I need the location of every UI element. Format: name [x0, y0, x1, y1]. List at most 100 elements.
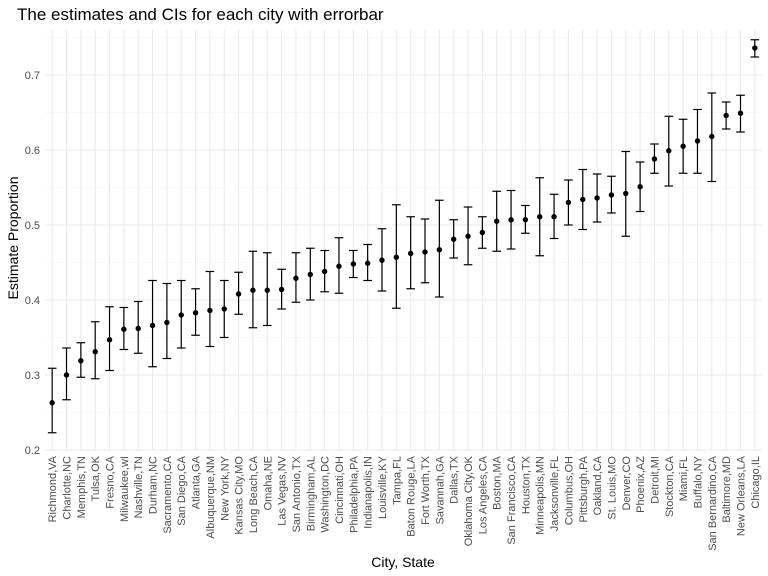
estimate-point: [580, 196, 586, 203]
x-tick-label: Long Beach,CA: [248, 455, 260, 533]
x-tick-label: Nashville,TN: [133, 456, 145, 518]
estimate-point: [135, 325, 141, 332]
x-tick-label: San Francisco,CA: [506, 455, 518, 544]
estimate-point: [221, 306, 227, 312]
estimate-point: [594, 195, 600, 201]
estimate-point: [522, 217, 529, 223]
chart-title: The estimates and CIs for each city with…: [17, 5, 384, 24]
estimate-point: [92, 349, 98, 355]
estimate-point: [49, 400, 55, 406]
x-tick-label: Atlanta,GA: [191, 455, 203, 509]
x-tick-label: Savannah,GA: [434, 455, 446, 524]
estimate-point: [723, 112, 729, 119]
estimate-point: [436, 247, 443, 253]
x-tick-label: New York,NY: [219, 455, 231, 520]
y-tick-label: 0.6: [25, 145, 40, 157]
y-axis-ticks: 0.2 0.3 0.4 0.5 0.6 0.7: [25, 70, 40, 457]
estimate-point: [364, 260, 371, 266]
x-tick-label: Oakland,CA: [592, 455, 604, 515]
estimate-point: [336, 263, 342, 269]
estimate-point: [565, 199, 572, 206]
x-tick-label: Albuquerque,NM: [205, 456, 217, 539]
x-axis-title: City, State: [371, 554, 435, 570]
estimate-point: [149, 322, 156, 329]
estimate-point: [278, 286, 285, 293]
estimate-point: [709, 133, 715, 140]
y-tick-label: 0.3: [25, 370, 40, 382]
x-tick-label: Los Angeles,CA: [477, 455, 489, 534]
estimate-point: [508, 217, 514, 223]
estimate-point: [178, 312, 184, 318]
x-tick-label: Fort Worth,TX: [420, 455, 432, 525]
x-tick-label: Tampa,FL: [391, 456, 403, 505]
x-tick-label: Philadelphia,PA: [348, 455, 360, 533]
estimate-point: [393, 254, 400, 260]
x-tick-label: Cincinnati,OH: [334, 456, 346, 524]
estimate-point: [164, 319, 170, 326]
estimate-point: [551, 214, 557, 220]
grid-lines: [45, 30, 762, 451]
x-axis-ticks: Richmond,VA Charlotte,NC Memphis,TN Tulsa,O…: [47, 455, 762, 550]
y-tick-label: 0.7: [25, 70, 40, 82]
estimate-point: [752, 45, 758, 51]
estimate-point: [407, 250, 414, 257]
x-tick-label: Louisville,KY: [377, 455, 389, 519]
estimate-point: [321, 268, 328, 275]
estimate-point: [422, 249, 428, 255]
estimate-point: [207, 307, 213, 314]
x-tick-label: Minneapolis,MN: [535, 456, 547, 535]
estimate-point: [465, 233, 471, 239]
x-tick-label: Stockton,CA: [664, 455, 676, 517]
x-tick-label: Indianapolis,IN: [363, 456, 375, 529]
x-tick-label: Kansas City,MO: [234, 456, 246, 535]
estimate-point: [350, 261, 357, 267]
estimate-point: [293, 275, 299, 281]
estimate-point: [680, 143, 686, 149]
x-tick-label: Fresno,CA: [105, 455, 117, 508]
y-tick-label: 0.4: [25, 295, 40, 307]
estimate-point: [623, 190, 629, 197]
x-tick-label: Miami,FL: [678, 456, 690, 501]
estimate-point: [479, 229, 486, 236]
x-tick-label: San Bernardino,CA: [707, 455, 719, 550]
estimate-point: [608, 192, 615, 198]
x-tick-label: Baltimore,MD: [721, 456, 733, 523]
x-tick-label: Omaha,NE: [262, 456, 274, 510]
estimate-point: [63, 372, 70, 378]
estimate-point: [106, 337, 113, 343]
x-tick-label: Washington,DC: [320, 456, 332, 533]
estimate-point: [637, 184, 643, 190]
estimate-point: [494, 218, 500, 224]
x-tick-label: Oklahoma City,OK: [463, 455, 475, 546]
estimate-point: [235, 291, 242, 297]
x-tick-label: Las Vegas,NV: [277, 455, 289, 525]
x-tick-label: Jacksonville,FL: [549, 456, 561, 531]
x-tick-label: New Orleans,LA: [735, 455, 747, 536]
y-tick-label: 0.2: [25, 445, 40, 457]
estimate-point: [250, 287, 256, 293]
x-tick-label: Durham,NC: [148, 456, 160, 514]
x-tick-label: St. Louis,MO: [606, 456, 618, 520]
estimate-point: [666, 148, 672, 154]
estimate-point: [450, 236, 457, 242]
x-tick-label: Denver,CO: [621, 456, 633, 511]
estimate-point: [264, 287, 270, 293]
x-tick-label: Buffalo,NY: [692, 455, 704, 508]
estimate-point: [192, 310, 199, 316]
estimate-point: [694, 138, 701, 144]
x-tick-label: Tulsa,OK: [90, 455, 102, 501]
x-tick-label: Baton Rouge,LA: [406, 455, 418, 536]
x-tick-label: Sacramento,CA: [162, 455, 174, 533]
x-tick-label: Memphis,TN: [76, 456, 88, 518]
x-tick-label: Pittsburgh,PA: [578, 455, 590, 522]
estimate-point: [379, 257, 385, 263]
x-tick-label: Birmingham,AL: [305, 456, 317, 531]
x-tick-label: Chicago,IL: [750, 456, 762, 509]
x-tick-label: San Antonio,TX: [291, 455, 303, 532]
x-tick-label: Phoenix,AZ: [635, 456, 647, 513]
estimate-point: [737, 110, 744, 116]
estimate-point: [121, 326, 127, 332]
x-tick-label: Milwaukee,wI: [119, 456, 131, 522]
y-tick-label: 0.5: [25, 220, 40, 232]
